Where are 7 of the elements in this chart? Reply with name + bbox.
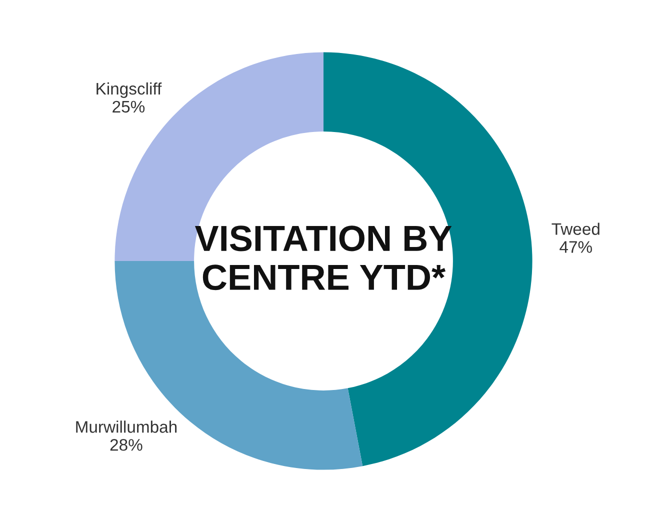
data-label: 25% xyxy=(112,100,145,113)
slice-label: Murwillumbah xyxy=(76,420,177,433)
slice-label: Tweed xyxy=(552,222,600,235)
text: VISITATION BY CENTRE YTD* xyxy=(195,226,452,290)
data-label: 28% xyxy=(110,438,142,451)
data-label: 47% xyxy=(560,241,592,253)
slice-label: Kingscliff xyxy=(96,82,162,98)
